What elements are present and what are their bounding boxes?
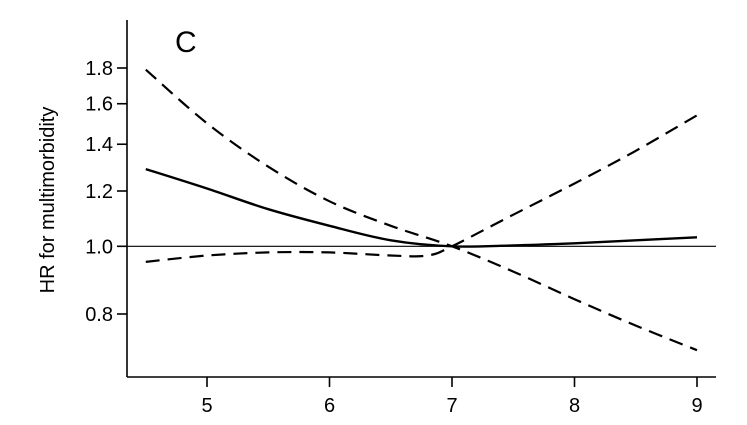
x-tick-label: 5 (201, 395, 212, 417)
y-axis-label: HR for multimorbidity (37, 107, 59, 294)
y-tick-label: 1.0 (85, 236, 113, 258)
ci-bound-line-1 (145, 68, 698, 352)
axes (126, 20, 716, 378)
series-group (145, 68, 698, 352)
y-ticks: 0.8 1.0 1.2 1.4 1.6 1.8 (85, 58, 127, 326)
y-tick-label: 1.2 (85, 181, 113, 203)
x-tick-label: 7 (446, 395, 457, 417)
x-ticks: 5 6 7 8 9 (201, 377, 703, 417)
x-tick-label: 6 (324, 395, 335, 417)
x-tick-label: 9 (691, 395, 702, 417)
y-tick-label: 1.8 (85, 58, 113, 80)
x-tick-label: 8 (569, 395, 580, 417)
hr-estimate-line (145, 167, 698, 248)
ci-bound-line-2 (145, 114, 698, 263)
panel-label: C (175, 26, 197, 59)
y-tick-label: 1.6 (85, 94, 113, 116)
y-tick-label: 1.4 (85, 134, 113, 156)
y-tick-label: 0.8 (85, 304, 113, 326)
